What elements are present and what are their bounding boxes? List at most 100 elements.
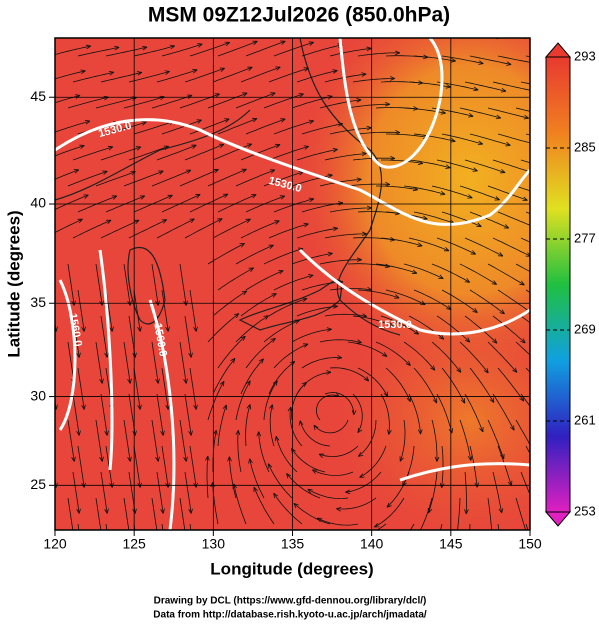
streamline-arrow — [155, 456, 160, 462]
streamline — [385, 367, 411, 402]
streamline — [128, 219, 167, 239]
streamline-arrow — [108, 70, 115, 76]
streamline-arrow — [302, 343, 309, 348]
streamline-arrow — [303, 222, 309, 228]
streamline — [268, 223, 309, 239]
streamline-arrow — [440, 190, 446, 196]
streamline — [72, 219, 112, 239]
streamline — [399, 419, 406, 462]
streamline-arrow — [472, 167, 478, 172]
streamline-arrow — [465, 337, 471, 343]
streamline-arrow — [345, 489, 351, 495]
streamline-arrow — [189, 218, 195, 223]
streamline — [95, 341, 103, 384]
streamline-arrow — [267, 463, 273, 469]
streamline-arrow — [298, 93, 304, 98]
streamline — [72, 71, 114, 83]
streamline — [123, 341, 131, 384]
streamline — [329, 207, 372, 213]
streamline-arrow — [366, 46, 372, 52]
streamline — [237, 430, 242, 473]
streamline-arrow — [541, 478, 545, 483]
streamline — [161, 194, 201, 213]
streamline — [357, 52, 400, 57]
streamline — [184, 67, 225, 83]
streamline — [235, 92, 276, 109]
streamline — [55, 169, 79, 180]
streamline — [487, 341, 518, 373]
streamline-arrow — [294, 319, 301, 325]
streamline-arrow — [286, 473, 292, 479]
x-tick-label: 150 — [518, 536, 542, 552]
streamline-arrow — [308, 41, 314, 46]
streamline — [336, 497, 377, 510]
streamline — [161, 445, 169, 488]
streamline — [516, 30, 558, 36]
streamline — [497, 55, 530, 63]
streamline — [403, 341, 436, 371]
streamline — [380, 393, 390, 435]
colorbar-tick-label: 285 — [574, 139, 596, 154]
streamline-arrow — [280, 118, 286, 123]
streamline-arrow — [252, 117, 258, 123]
streamline — [189, 445, 197, 488]
streamline — [217, 118, 258, 135]
streamline — [296, 149, 338, 161]
streamline — [273, 343, 309, 369]
streamline — [318, 445, 359, 457]
streamline-arrow — [165, 326, 170, 332]
streamline-arrow — [381, 352, 388, 357]
x-tick-label: 120 — [43, 536, 67, 552]
streamline — [184, 315, 192, 358]
streamline-arrow — [137, 326, 142, 332]
streamline — [207, 243, 245, 265]
streamline — [441, 445, 444, 488]
streamline — [245, 404, 251, 447]
streamline-arrow — [469, 33, 474, 37]
streamline — [123, 170, 164, 187]
streamline — [431, 185, 473, 199]
streamline — [128, 71, 170, 83]
streamline-arrow — [183, 378, 188, 384]
streamline-arrow — [303, 67, 309, 72]
streamline-arrow — [213, 168, 219, 174]
streamline — [457, 497, 461, 530]
x-tick-label: 135 — [281, 536, 305, 552]
streamline — [123, 419, 131, 462]
streamline-arrow — [219, 380, 225, 387]
streamline — [40, 342, 46, 384]
streamline-arrow — [483, 368, 489, 374]
streamline-arrow — [268, 404, 274, 410]
contour-line — [399, 462, 530, 482]
streamline — [497, 133, 530, 144]
streamline-arrow — [99, 378, 104, 384]
streamline — [263, 248, 304, 265]
streamline — [206, 455, 209, 499]
streamline — [375, 263, 418, 274]
streamline — [520, 393, 530, 407]
streamline — [359, 445, 387, 478]
streamline — [464, 393, 484, 433]
streamline — [67, 263, 75, 306]
streamline — [329, 48, 372, 57]
streamline-arrow — [258, 358, 264, 364]
streamline — [55, 120, 91, 133]
streamline — [67, 170, 108, 187]
streamline-arrow — [164, 70, 170, 75]
streamline-arrow — [413, 27, 418, 31]
streamline-arrow — [303, 145, 309, 150]
streamline-arrow — [193, 326, 198, 332]
streamline — [268, 146, 309, 161]
streamline — [156, 144, 197, 161]
streamline-arrow — [467, 194, 473, 199]
streamline — [72, 471, 80, 514]
streamline-arrow — [467, 455, 473, 461]
streamline-arrow — [83, 194, 89, 199]
streamline-arrow — [271, 293, 277, 298]
streamline — [515, 185, 530, 192]
streamline — [95, 497, 102, 530]
streamline-arrow — [132, 21, 137, 25]
streamline — [189, 289, 197, 332]
streamline-arrow — [399, 456, 404, 462]
streamline-arrow — [336, 506, 342, 512]
